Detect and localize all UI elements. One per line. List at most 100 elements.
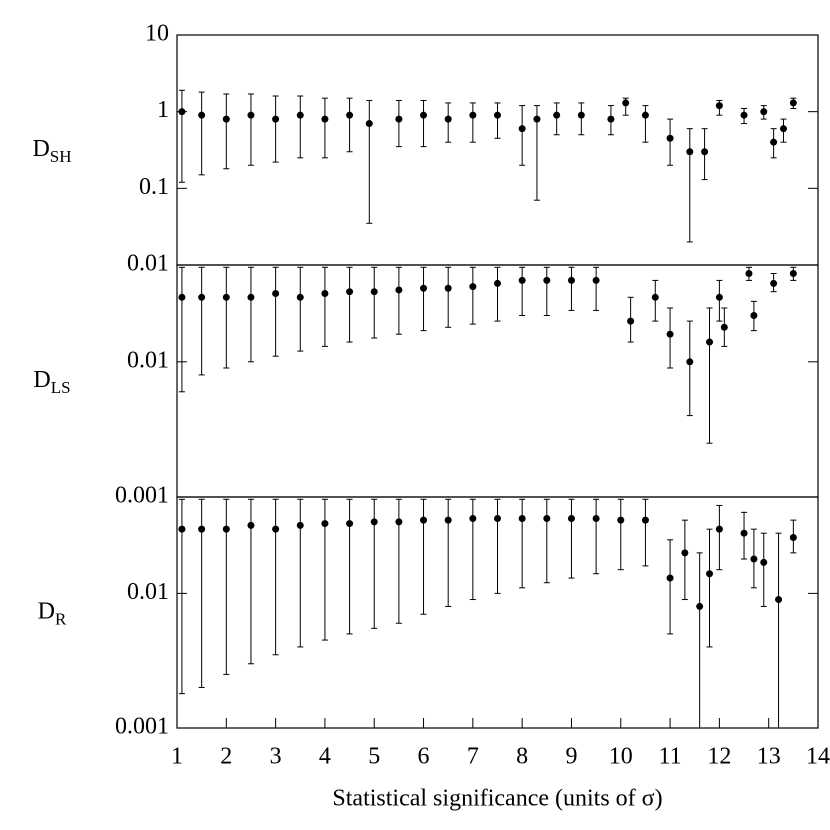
data-point bbox=[651, 293, 659, 301]
data-point bbox=[770, 138, 778, 146]
data-point bbox=[770, 279, 778, 287]
data-point bbox=[494, 279, 501, 287]
x-tick-label: 5 bbox=[368, 744, 380, 770]
data-point bbox=[420, 284, 428, 292]
data-point bbox=[567, 514, 575, 522]
data-point bbox=[518, 125, 526, 133]
data-point bbox=[627, 317, 635, 325]
data-point bbox=[395, 115, 403, 123]
data-point bbox=[543, 276, 551, 284]
data-point bbox=[296, 111, 304, 119]
data-point bbox=[494, 111, 501, 119]
data-point bbox=[346, 520, 354, 528]
data-point bbox=[750, 555, 758, 563]
data-point bbox=[715, 293, 723, 301]
x-tick-label: 9 bbox=[565, 744, 577, 770]
data-point bbox=[760, 558, 768, 566]
data-point bbox=[420, 111, 428, 119]
y-label-sub: R bbox=[55, 609, 67, 628]
data-point bbox=[222, 115, 230, 123]
data-point bbox=[666, 134, 674, 142]
data-point bbox=[760, 108, 768, 116]
x-tick-label: 7 bbox=[467, 744, 479, 770]
data-point bbox=[370, 518, 378, 526]
data-point bbox=[666, 330, 674, 338]
data-point bbox=[444, 516, 452, 524]
data-point bbox=[444, 284, 452, 292]
x-tick-label: 11 bbox=[659, 744, 682, 770]
data-point bbox=[696, 602, 704, 610]
data-point bbox=[494, 514, 501, 522]
y-label-sub: SH bbox=[50, 147, 72, 166]
data-point bbox=[178, 293, 186, 301]
data-point bbox=[740, 529, 748, 537]
data-point bbox=[247, 521, 255, 529]
data-point bbox=[745, 269, 753, 277]
data-point bbox=[622, 99, 630, 107]
data-point bbox=[567, 276, 575, 284]
y-tick-label: 0.1 bbox=[139, 174, 169, 200]
data-point bbox=[444, 115, 452, 123]
data-point bbox=[533, 115, 541, 123]
data-point bbox=[420, 516, 428, 524]
data-point bbox=[346, 111, 354, 119]
data-point bbox=[681, 549, 689, 557]
data-point bbox=[469, 111, 477, 119]
data-point bbox=[553, 111, 561, 119]
data-point bbox=[321, 115, 329, 123]
data-point bbox=[198, 525, 206, 533]
x-tick-label: 14 bbox=[806, 744, 830, 770]
y-tick-label: 0.01 bbox=[127, 251, 169, 277]
data-point bbox=[518, 276, 526, 284]
data-point bbox=[779, 125, 787, 133]
data-point bbox=[247, 111, 255, 119]
data-point bbox=[222, 293, 230, 301]
data-point bbox=[686, 358, 694, 366]
data-point bbox=[750, 312, 758, 320]
data-point bbox=[272, 115, 280, 123]
y-tick-label: 1 bbox=[157, 97, 169, 123]
x-tick-label: 10 bbox=[609, 744, 633, 770]
data-point bbox=[296, 293, 304, 301]
x-tick-label: 12 bbox=[707, 744, 731, 770]
data-point bbox=[706, 338, 714, 346]
data-point bbox=[715, 102, 723, 110]
data-point bbox=[365, 120, 373, 128]
data-point bbox=[740, 111, 748, 119]
data-point bbox=[666, 574, 674, 582]
data-point bbox=[617, 516, 625, 524]
data-point bbox=[198, 111, 206, 119]
data-point bbox=[272, 290, 280, 298]
data-point bbox=[518, 514, 526, 522]
y-tick-label: 0.01 bbox=[127, 579, 169, 605]
y-axis-label: DSH bbox=[32, 136, 71, 166]
data-point bbox=[577, 111, 585, 119]
data-point bbox=[706, 570, 714, 578]
x-tick-label: 2 bbox=[220, 744, 232, 770]
x-axis-label: Statistical significance (units of σ) bbox=[332, 786, 662, 812]
data-point bbox=[370, 288, 378, 296]
y-label-main: D bbox=[38, 598, 55, 624]
data-point bbox=[395, 518, 403, 526]
data-point bbox=[641, 516, 649, 524]
y-label-main: D bbox=[33, 367, 50, 393]
data-point bbox=[222, 525, 230, 533]
x-tick-label: 13 bbox=[757, 744, 781, 770]
data-point bbox=[178, 525, 186, 533]
x-tick-label: 1 bbox=[171, 744, 183, 770]
data-point bbox=[701, 148, 709, 156]
data-point bbox=[789, 534, 797, 542]
y-tick-label: 0.01 bbox=[127, 347, 169, 373]
data-point bbox=[607, 115, 615, 123]
data-point bbox=[247, 293, 255, 301]
data-point bbox=[715, 525, 723, 533]
y-tick-label: 0.001 bbox=[115, 714, 169, 740]
data-point bbox=[592, 514, 600, 522]
data-point bbox=[592, 276, 600, 284]
x-tick-label: 6 bbox=[418, 744, 430, 770]
y-axis-label: DR bbox=[38, 598, 67, 628]
y-label-main: D bbox=[32, 136, 49, 162]
data-point bbox=[720, 323, 728, 331]
data-point bbox=[789, 269, 797, 277]
